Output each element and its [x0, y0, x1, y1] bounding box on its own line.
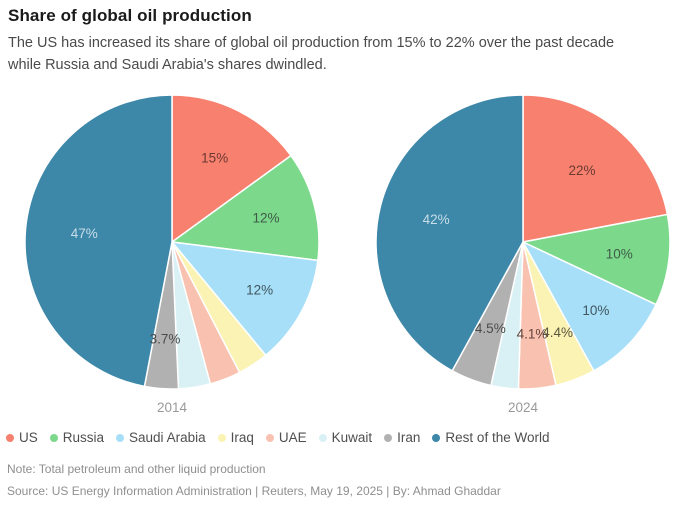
pie-slice-saudi-arabia-2014[interactable]	[171, 241, 319, 357]
legend-item-rest-of-the-world: Rest of the World	[432, 430, 549, 445]
slice-label-iran-2024: 4.5%	[475, 321, 506, 336]
legend-label: Rest of the World	[445, 430, 550, 445]
chart-note: Note: Total petroleum and other liquid p…	[7, 462, 266, 476]
legend-dot-icon	[6, 433, 14, 442]
page-subtitle: The US has increased its share of global…	[8, 35, 615, 73]
pie-slice-rest-of-the-world-2024[interactable]	[375, 94, 524, 372]
pie-slice-us-2024[interactable]	[522, 94, 669, 243]
chart-source: Source: US Energy Information Administra…	[7, 484, 501, 498]
pie-chart-2024: 22% 10% 10% 4.4%4.1% 4.5% 42%	[375, 94, 671, 390]
legend-label: Russia	[62, 430, 105, 445]
slice-label-russia-2024: 10%	[606, 247, 633, 262]
legend-label: Kuwait	[331, 430, 373, 445]
legend-dot-icon	[384, 433, 393, 442]
legend-label: Iran	[397, 430, 421, 445]
pie-caption-2024: 2024	[507, 400, 539, 415]
legend-item-kuwait: Kuwait	[318, 430, 373, 445]
pie-caption-2014: 2014	[156, 400, 188, 415]
pie-slice-saudi-arabia-2024[interactable]	[522, 241, 657, 372]
legend-item-iraq: Iraq	[217, 430, 254, 445]
slice-label-iran-2014: 3.7%	[150, 331, 181, 346]
slice-label-rest-of-the-world-2024: 42%	[423, 212, 450, 227]
legend-label: Saudi Arabia	[129, 430, 206, 445]
legend-dot-icon	[116, 433, 125, 442]
legend-item-uae: UAE	[265, 430, 307, 445]
legend-label: Iraq	[230, 430, 254, 445]
legend-dot-icon	[318, 433, 327, 442]
pie-slice-russia-2014[interactable]	[171, 154, 320, 262]
legend-item-russia: Russia	[49, 430, 105, 445]
legend-dot-icon	[432, 433, 441, 442]
legend-item-us: US	[6, 430, 38, 445]
slice-label-rest-of-the-world-2014: 47%	[71, 226, 98, 241]
legend: US Russia Saudi Arabia Iraq UAE Kuwait Iran Res…	[6, 430, 549, 445]
pie-slice-russia-2024[interactable]	[522, 213, 671, 306]
legend-label: UAE	[278, 430, 307, 445]
pie-slice-us-2014[interactable]	[171, 94, 292, 243]
page-title: Share of global oil production	[8, 6, 252, 25]
slice-label-saudi-arabia-2014: 12%	[246, 283, 273, 298]
legend-item-iran: Iran	[384, 430, 420, 445]
pie-chart-2014: 15% 12% 12% 3.7% 47%	[24, 94, 320, 390]
pie-slice-rest-of-the-world-2014[interactable]	[24, 94, 173, 388]
slice-label-us-2024: 22%	[568, 163, 595, 178]
legend-dot-icon	[49, 433, 58, 442]
slice-label-iraq-2024: 4.4%	[542, 325, 573, 340]
slice-label-saudi-arabia-2024: 10%	[582, 303, 609, 318]
slice-label-uae-2024: 4.1%	[517, 327, 548, 342]
slice-label-us-2014: 15%	[201, 151, 228, 166]
legend-item-saudi-arabia: Saudi Arabia	[116, 430, 206, 445]
legend-dot-icon	[217, 433, 226, 442]
legend-dot-icon	[265, 433, 274, 442]
slice-label-russia-2014: 12%	[252, 210, 279, 225]
legend-label: US	[19, 430, 38, 445]
